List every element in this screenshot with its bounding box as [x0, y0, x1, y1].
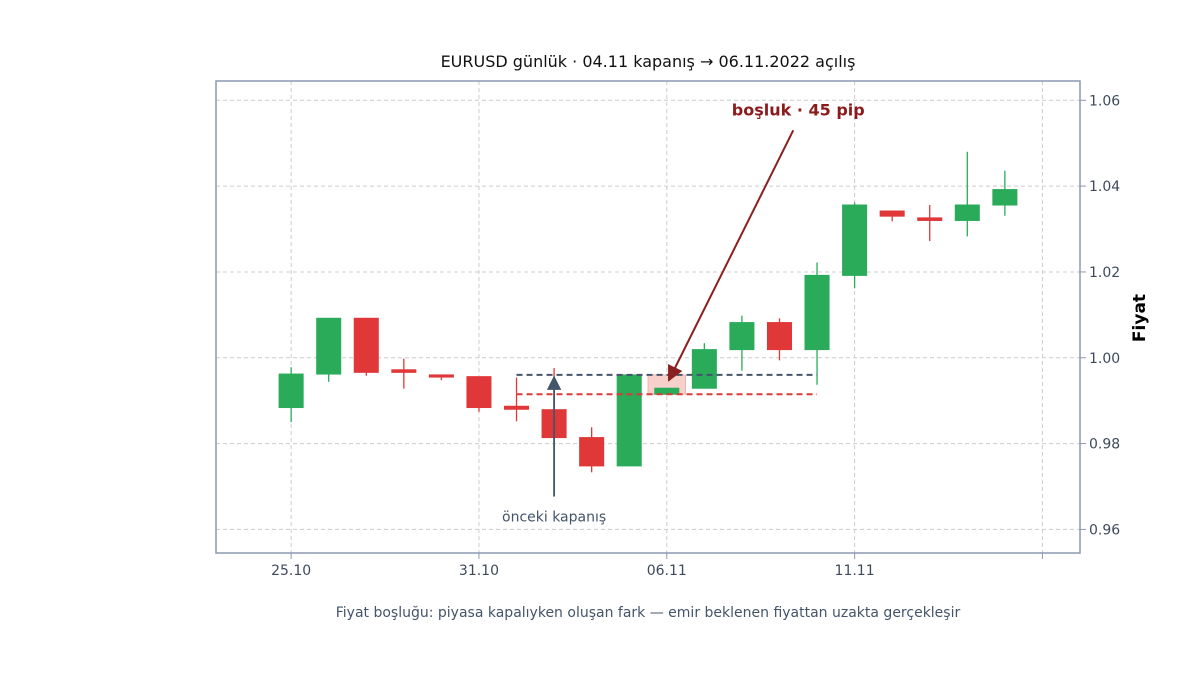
candle-body [992, 189, 1018, 206]
prev-close-annotation: önceki kapanış [502, 510, 606, 526]
candle-up [691, 343, 717, 389]
candle-body [616, 374, 642, 467]
candle-layer [278, 151, 1018, 473]
candle-up [992, 170, 1018, 216]
candle-down [353, 317, 379, 376]
candle-body [879, 210, 905, 217]
candle-body [504, 405, 530, 410]
candle-body [766, 322, 792, 351]
candle-up [616, 374, 642, 467]
candle-body [804, 274, 830, 351]
x-tick-label: 11.11 [835, 563, 875, 579]
chart-title: EURUSD günlük · 04.11 kapanış → 06.11.20… [441, 52, 856, 71]
candle-body [917, 217, 943, 221]
x-tick-label: 31.10 [459, 563, 499, 579]
candle-body [278, 373, 304, 409]
candle-body [466, 376, 492, 409]
y-tick-label: 1.02 [1089, 265, 1120, 281]
candle-down [428, 374, 454, 381]
candle-down [504, 377, 530, 422]
x-tick-label: 25.10 [271, 563, 311, 579]
annotation-layer: boşluk · 45 pip önceki kapanış [502, 100, 865, 525]
y-tick-label: 0.96 [1089, 522, 1120, 538]
plot-frame [215, 80, 1081, 554]
candle-body [729, 322, 755, 351]
candle-up [729, 315, 755, 371]
candle-body [691, 349, 717, 389]
candle-body [316, 317, 342, 375]
gap-arrow [667, 129, 795, 382]
candle-down [917, 205, 943, 242]
candle-up [278, 367, 304, 423]
candle-up [804, 262, 830, 385]
candle-down [466, 376, 492, 412]
reference-lines-layer [516, 373, 818, 396]
gap-annotation: boşluk · 45 pip [732, 100, 865, 119]
chart-caption: Fiyat boşluğu: piyasa kapalıyken oluşan … [336, 605, 961, 621]
candle-body [428, 374, 454, 378]
y-axis-label: Fiyat [1130, 294, 1150, 342]
candle-down [391, 358, 417, 389]
candle-down [579, 427, 605, 473]
candle-down [879, 210, 905, 222]
candle-body [842, 204, 868, 276]
candle-body [353, 317, 379, 373]
candle-body [391, 369, 417, 373]
grid-layer [216, 81, 1080, 553]
y-tick-label: 1.00 [1089, 351, 1120, 367]
candle-up [316, 317, 342, 382]
y-tick-label: 0.98 [1089, 437, 1120, 453]
candle-up [842, 202, 868, 289]
y-tick-label: 1.06 [1089, 93, 1120, 109]
candle-body [579, 437, 605, 467]
axis-layer: 0.96 0.98 1.00 1.02 1.04 1.06 25.10 31.10 06.11 1… [271, 93, 1120, 579]
candle-up [954, 151, 980, 237]
candle-body [954, 204, 980, 221]
x-tick-label: 06.11 [647, 563, 687, 579]
y-tick-label: 1.04 [1089, 179, 1120, 195]
candle-down [766, 318, 792, 361]
